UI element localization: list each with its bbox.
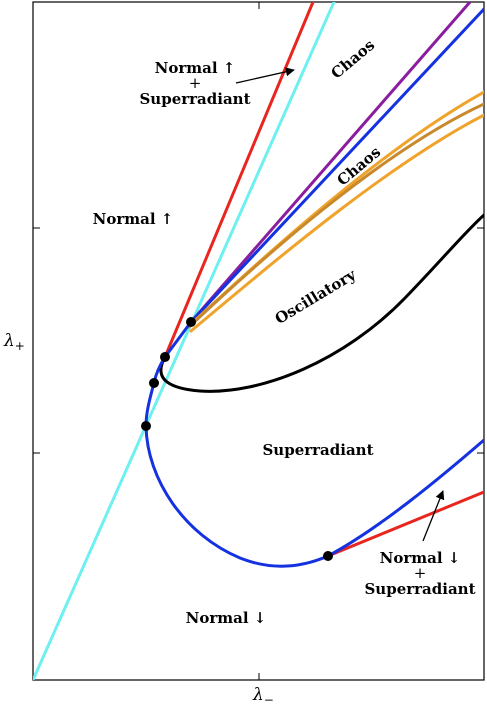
x-axis-label-sub: − [264,693,274,705]
region-label-normal-up-super-top-line3: Superradiant [139,90,250,108]
region-label-normal-up-super-top-line2: + [189,74,202,92]
annotation-arrow-top [235,67,295,84]
region-label-normal-down-super-line2: + [414,564,427,582]
region-labels: Normal ↑ + Superradiant Chaos Chaos Norm… [93,36,476,627]
orange-boundary-inner [189,113,484,333]
x-axis-label-main: λ [252,685,264,705]
region-label-normal-down-super-line3: Superradiant [364,580,475,598]
critical-point [160,352,170,362]
annotation-arrow-bottom [422,490,445,542]
region-label-superradiant: Superradiant [262,441,373,459]
region-label-normal-up: Normal ↑ [93,210,174,228]
region-label-normal-down: Normal ↓ [186,609,267,627]
critical-point [149,378,159,388]
blue-boundary-upper [189,7,484,324]
y-axis-label-main: λ [3,331,15,351]
y-axis-label: λ+ [3,331,25,353]
tick-marks [33,2,484,680]
region-label-oscillatory: Oscillatory [272,265,360,328]
cyan-boundary-line [33,2,336,680]
region-label-chaos-upper: Chaos [327,36,378,83]
purple-boundary [189,2,472,324]
region-label-normal-up-super-top-line1: Normal ↑ [155,59,236,77]
critical-points [141,317,333,561]
critical-point [186,317,196,327]
black-oscillatory-boundary [159,213,484,393]
red-boundary-upper [163,2,315,359]
red-boundary-lower [326,490,484,558]
y-axis-label-sub: + [15,339,25,353]
critical-point [141,421,151,431]
brown-boundary-inner [187,102,484,329]
critical-point [323,551,333,561]
region-label-normal-down-super-line1: Normal ↓ [380,549,461,567]
x-axis-label: λ− [252,685,274,705]
